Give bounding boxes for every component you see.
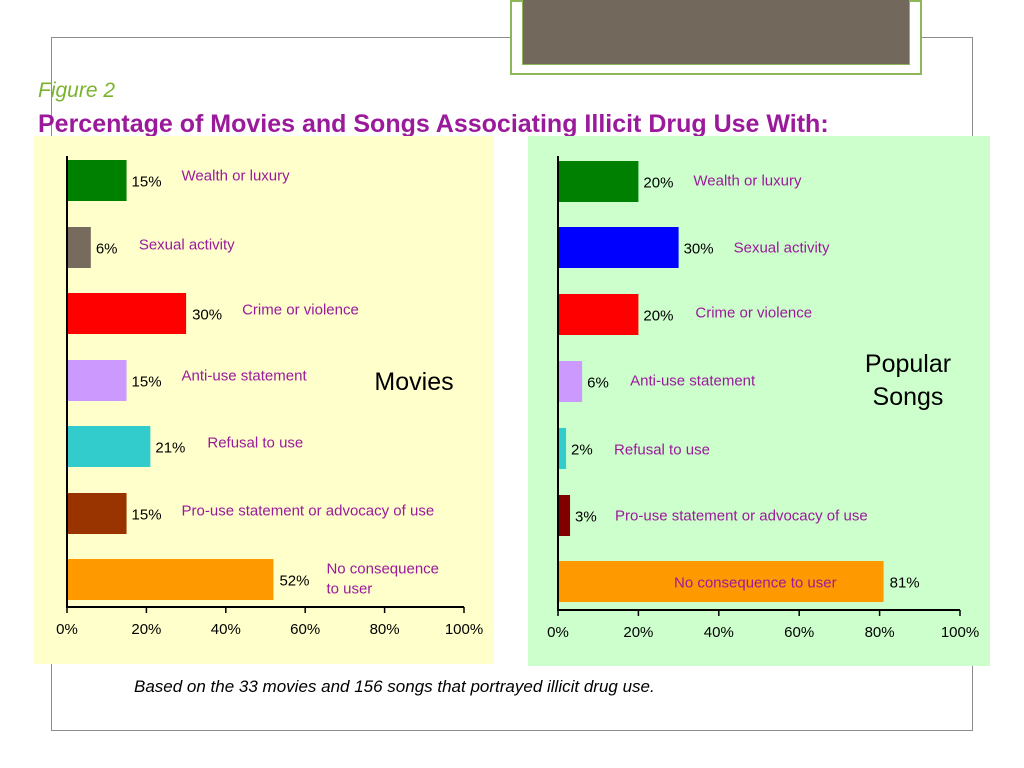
x-tick-label: 60% [784,624,814,641]
x-tick-label: 0% [547,624,569,641]
bar-7 [67,559,274,600]
x-tick-label: 20% [623,624,653,641]
x-tick-label: 80% [370,621,400,638]
bar-4 [67,360,127,401]
bar-value-label: 6% [587,375,609,392]
x-tick-label: 100% [941,624,979,641]
movies-chart-panel: 15% Wealth or luxury 6% Sexual activity 30% C… [34,136,494,664]
bar-value-label: 6% [96,241,118,258]
bar-5 [67,426,151,467]
figure-label: Figure 2 [38,79,116,102]
x-tick-label: 40% [211,621,241,638]
bar-1 [558,161,639,202]
x-tick-label: 20% [131,621,161,638]
bar-value-label: 15% [132,374,162,391]
bar-category-label: Refusal to use [614,442,710,459]
x-tick-label: 80% [865,624,895,641]
bar-category-label: Crime or violence [695,305,812,322]
bar-3 [67,293,187,334]
figure-title: Percentage of Movies and Songs Associati… [38,110,829,136]
figure-caption: Based on the 33 movies and 156 songs tha… [134,677,655,696]
bar-7 [558,561,884,602]
x-tick-label: 100% [445,621,483,638]
bar-category-label: Pro-use statement or advocacy of use [615,508,868,525]
bar-value-label: 30% [192,307,222,324]
bar-6 [558,495,571,536]
bar-4 [558,361,583,402]
panel-title: Movies [374,368,453,396]
bar-value-label: 2% [571,442,593,459]
header-image [510,0,922,75]
bar-category-label: Wealth or luxury [693,173,802,190]
bar-value-label: 15% [132,174,162,191]
x-tick-label: 60% [290,621,320,638]
bar-category-label: Sexual activity [139,237,235,254]
bar-category-label: Refusal to use [207,435,303,452]
bar-value-label: 81% [890,575,920,592]
bar-category-label: Anti-use statement [182,368,308,385]
bar-value-label: 3% [575,509,597,526]
bar-category-label: Crime or violence [242,302,359,319]
bar-1 [67,160,127,201]
bar-category-label: Pro-use statement or advocacy of use [182,503,435,520]
x-tick-label: 0% [56,621,78,638]
bar-value-label: 15% [132,507,162,524]
bar-value-label: 20% [643,175,673,192]
bar-category-label: No consequence to user [674,575,837,592]
bar-value-label: 30% [684,241,714,258]
bar-value-label: 20% [643,308,673,325]
bar-category-label: Wealth or luxury [182,168,291,185]
bar-value-label: 52% [279,573,309,590]
movies-bar-chart: 15% Wealth or luxury 6% Sexual activity 30% C… [56,156,483,638]
bar-5 [558,428,567,469]
bar-category-label: Anti-use statement [630,373,756,390]
bar-value-label: 21% [155,440,185,457]
header-image-fill [522,0,910,65]
x-tick-label: 40% [704,624,734,641]
songs-chart-panel: 20% Wealth or luxury 30% Sexual activity 20%… [528,136,990,666]
bar-category-label: Sexual activity [734,240,830,257]
panel-title: Popular Songs [865,350,951,411]
songs-bar-chart: 20% Wealth or luxury 30% Sexual activity 20%… [547,156,979,641]
bar-category-label: No consequence to user [326,561,439,598]
bar-2 [67,227,91,268]
bar-2 [558,227,679,268]
bar-3 [558,294,639,335]
bar-6 [67,493,127,534]
